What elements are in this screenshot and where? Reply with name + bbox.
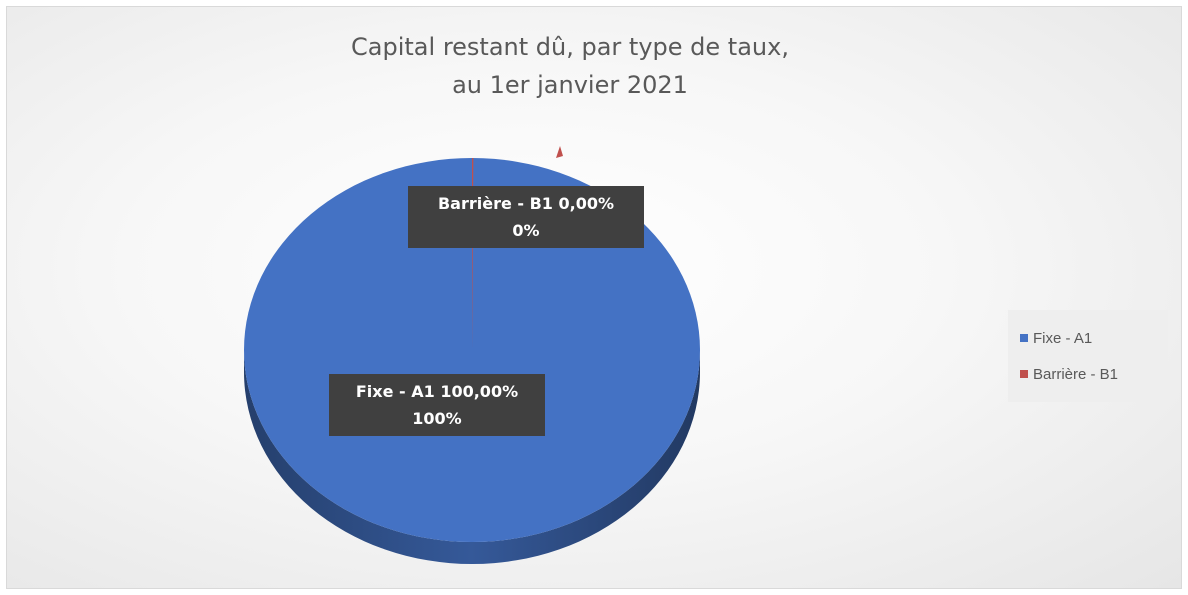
legend-label-fixe-a1: Fixe - A1 [1033,330,1093,347]
legend-item-barriere-b1: Barrière - B1 [1020,365,1118,385]
data-label-fixe-a1-percent: 100% [412,409,462,428]
data-label-fixe-a1-name-value: Fixe - A1 100,00% [355,382,519,401]
data-label-fixe-a1: Fixe - A1 100,00% 100% [329,374,545,436]
pie-slice-marker-barriere-b1 [556,146,563,158]
legend-swatch-barriere-b1 [1020,370,1028,379]
chart-title-line-2: au 1er janvier 2021 [452,71,688,99]
chart-legend: Fixe - A1 Barrière - B1 [1008,310,1168,402]
legend-swatch-fixe-a1 [1020,334,1028,343]
data-label-barriere-b1-percent: 0% [512,221,540,240]
legend-label-barriere-b1: Barrière - B1 [1033,366,1119,383]
chart-title: Capital restant dû, par type de taux, au… [230,28,910,104]
legend-item-fixe-a1: Fixe - A1 [1020,329,1092,349]
data-label-barriere-b1: Barrière - B1 0,00% 0% [408,186,644,248]
data-label-barriere-b1-name-value: Barrière - B1 0,00% [437,194,615,213]
chart-title-line-1: Capital restant dû, par type de taux, [351,33,789,61]
